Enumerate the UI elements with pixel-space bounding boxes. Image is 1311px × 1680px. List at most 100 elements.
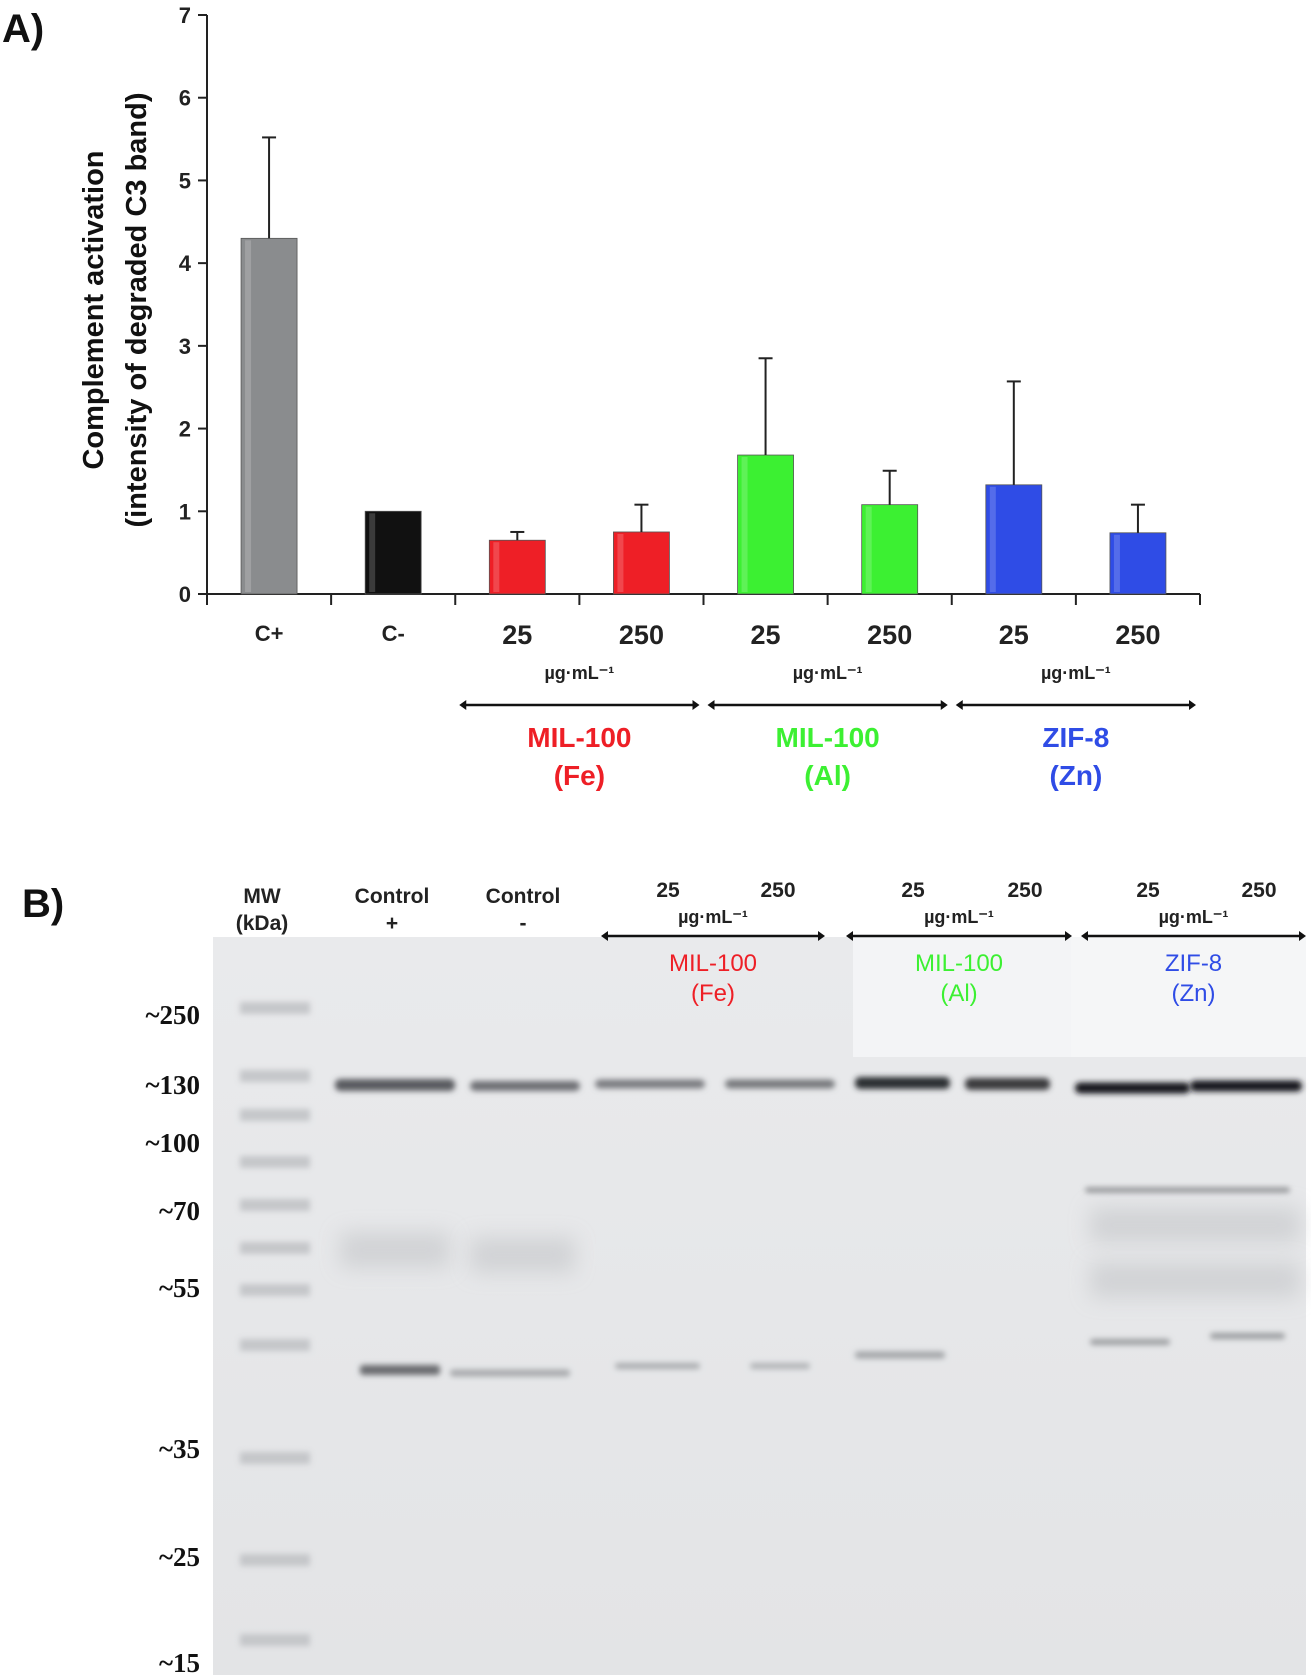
ladder-band (240, 1339, 310, 1351)
panel-a-label: A) (2, 7, 44, 51)
x-category-label: 250 (619, 620, 664, 650)
mw-marker-label: ~55 (159, 1273, 200, 1303)
ladder-band (240, 1156, 310, 1168)
group-name-line2: (Zn) (1049, 760, 1102, 791)
band-degraded (615, 1363, 700, 1369)
y-tick-label: 6 (179, 86, 191, 111)
gel-group-name-line2: (Al) (940, 980, 977, 1007)
mw-marker-label: ~130 (145, 1070, 200, 1100)
x-category-label: C+ (255, 621, 284, 646)
gel-bracket-left-end (601, 931, 608, 941)
group-labels: µg·mL⁻¹ MIL-100 (Fe) µg·mL⁻¹ MIL-100 (Al) µg·m… (459, 663, 1196, 791)
y-tick-label: 1 (179, 499, 191, 524)
bar (240, 237, 298, 595)
group-unit-label: µg·mL⁻¹ (544, 663, 614, 683)
band-degraded (1210, 1333, 1285, 1339)
ladder-band (240, 1634, 310, 1646)
group-name-line1: ZIF-8 (1042, 722, 1109, 753)
group-bracket-left-end (459, 700, 467, 710)
gel-group-headers: 25 250 µg·mL⁻¹ MIL-100 (Fe) 25 250 µg·mL⁻¹ MIL-1… (601, 879, 1306, 1007)
bar (613, 531, 670, 595)
lane-mw-label: MW (243, 885, 280, 908)
band-smear (1090, 1262, 1300, 1298)
band-c3 (965, 1078, 1050, 1090)
bar (364, 510, 422, 595)
gel-bracket-right-end (1065, 931, 1072, 941)
bar-highlight (245, 240, 252, 593)
band-degraded (1090, 1339, 1170, 1345)
ladder-band (240, 1109, 310, 1121)
bar (985, 484, 1043, 595)
mw-marker-label: ~70 (159, 1196, 200, 1226)
bar-highlight (493, 542, 500, 592)
gel-group-name-line2: (Zn) (1172, 980, 1216, 1007)
band-c3 (1190, 1080, 1302, 1092)
group-name-line1: MIL-100 (776, 722, 880, 753)
bar-highlight (989, 486, 996, 592)
y-tick-label: 3 (179, 334, 191, 359)
x-category-label: C- (382, 621, 405, 646)
bars (240, 237, 1167, 595)
gel-image (213, 937, 1306, 1675)
error-bars (262, 136, 1145, 541)
bar (861, 504, 919, 595)
bar-highlight (741, 457, 748, 592)
gel-background (213, 937, 1306, 1675)
gel-unit-label: µg·mL⁻¹ (678, 907, 748, 927)
mw-marker-labels: ~250 ~130 ~100 ~70 ~55 ~35 ~25 ~15 (145, 1000, 200, 1678)
band-degraded (855, 1351, 945, 1359)
x-category-label: 25 (999, 620, 1029, 650)
gel-group-name-line1: MIL-100 (915, 950, 1003, 977)
x-category-label: 25 (751, 620, 781, 650)
group-bracket-right-end (940, 700, 948, 710)
group-bracket-left-end (707, 700, 715, 710)
gel-conc-high: 250 (1007, 879, 1042, 902)
gel-panel-al-light (853, 937, 1071, 1057)
y-axis-label-line2: (intensity of degraded C3 band) (121, 92, 153, 527)
band-smear (470, 1237, 575, 1273)
bar-highlight (865, 506, 872, 592)
gel-conc-high: 250 (1241, 879, 1276, 902)
group-bracket-left-end (955, 700, 963, 710)
panel-b-label: B) (22, 882, 64, 926)
y-tick-label: 0 (179, 582, 191, 607)
band-c3 (470, 1081, 580, 1091)
x-category-label: 250 (867, 620, 912, 650)
mw-marker-label: ~35 (159, 1434, 200, 1464)
gel-group-name-line2: (Fe) (691, 980, 735, 1007)
lane-control-neg-sign: - (520, 912, 527, 935)
group-unit-label: µg·mL⁻¹ (793, 663, 863, 683)
band-c3 (595, 1079, 705, 1089)
mw-marker-label: ~100 (145, 1128, 200, 1158)
gel-panel-zn-light (1071, 937, 1306, 1057)
y-tick-label: 2 (179, 417, 191, 442)
bar (737, 454, 794, 595)
y-tick-label: 5 (179, 168, 191, 193)
gel-group-name-line1: MIL-100 (669, 950, 757, 977)
ladder-band (240, 1070, 310, 1082)
gel-conc-high: 250 (760, 879, 795, 902)
group-name-line1: MIL-100 (527, 722, 631, 753)
y-ticks: 0 1 2 3 4 5 6 7 (179, 3, 207, 607)
band-c3 (855, 1077, 950, 1089)
x-tick-labels: C+ C- 25 250 25 250 25 250 (255, 620, 1161, 650)
ladder-band (240, 1002, 310, 1014)
mw-marker-label: ~15 (159, 1648, 200, 1678)
gel-bracket-right-end (818, 931, 825, 941)
group-bracket-right-end (1189, 700, 1196, 710)
ladder-band (240, 1199, 310, 1211)
bar (1109, 532, 1167, 595)
group-name-line2: (Al) (804, 760, 851, 791)
gel-bracket-right-end (1299, 931, 1306, 941)
band-degraded (360, 1365, 440, 1375)
lane-mw-unit: (kDa) (236, 912, 289, 935)
gel-conc-low: 25 (656, 879, 680, 902)
band-c3 (1075, 1082, 1190, 1094)
y-axis-label-line1: Complement activation (78, 150, 110, 469)
gel-unit-label: µg·mL⁻¹ (924, 907, 994, 927)
ladder-band (240, 1284, 310, 1296)
x-category-label: 25 (502, 620, 532, 650)
mw-ladder-bands (240, 1002, 310, 1646)
band-smear (340, 1232, 450, 1268)
gel-bracket-left-end (846, 931, 853, 941)
